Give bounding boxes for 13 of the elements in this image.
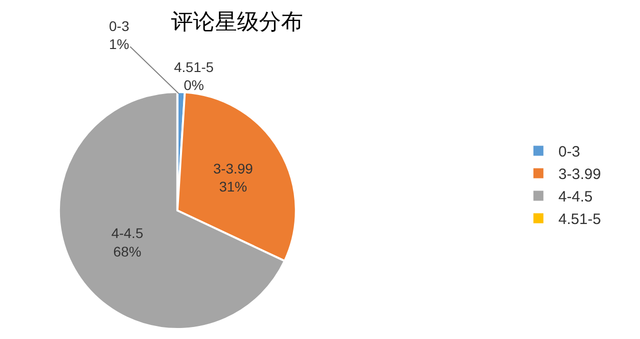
- slice-label: 4-4.5: [111, 225, 144, 242]
- text: 0%: [184, 77, 204, 94]
- slice-label: 3-3.99: [213, 160, 254, 176]
- data-label: 1%: [109, 36, 130, 52]
- data-label: 31%: [219, 178, 248, 195]
- legend-label: 4.51-5: [558, 211, 601, 228]
- slice-label: 0-3: [109, 18, 130, 34]
- legend-label: 3-3.99: [558, 166, 601, 184]
- data-label: 68%: [113, 243, 142, 260]
- category-label: 4.51-5: [174, 59, 214, 75]
- chart-title: 评论星级分布: [170, 10, 303, 35]
- legend-label: 0-3: [558, 144, 580, 161]
- legend-label: 4-4.5: [558, 188, 593, 206]
